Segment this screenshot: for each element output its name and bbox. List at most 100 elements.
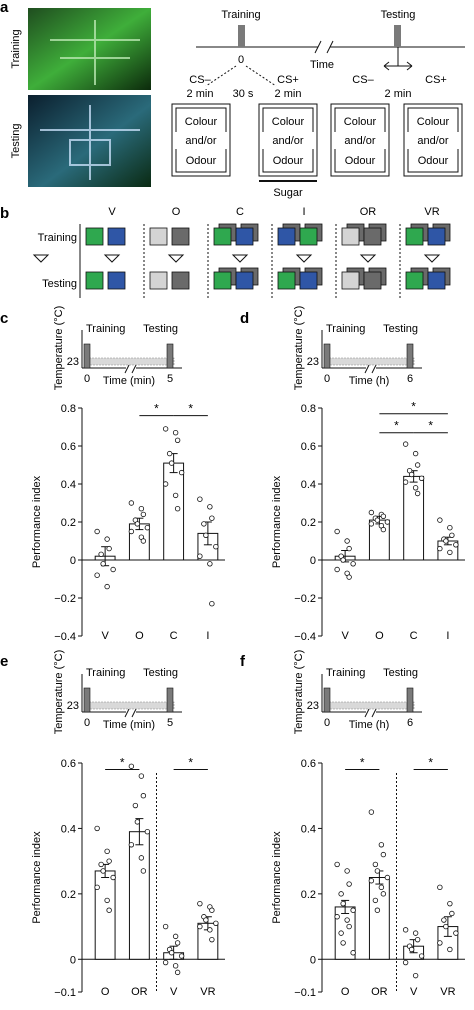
panel-letter-a: a (0, 0, 9, 16)
bar-or (368, 877, 390, 960)
cs-minus-label-training: CS– (189, 74, 211, 86)
baseline-temperature-band (325, 357, 415, 366)
data-point (334, 861, 340, 868)
x-tick-label-v: V (410, 986, 418, 998)
data-point (203, 532, 209, 538)
data-point (378, 842, 385, 848)
data-point (174, 437, 181, 443)
condition-column-i: I (271, 206, 323, 298)
y-tick-label: 0 (70, 954, 76, 966)
inset-xlabel: Time (h) (349, 375, 390, 387)
performance-chart: −0.4 −0.2 0 0.2 0.4 0.6 0.8 Performance index V O… (271, 400, 465, 643)
training-square-dark-grey (171, 227, 190, 246)
data-point (106, 907, 112, 913)
chart-panel-d: Training Testing 23 0 6 Time (h) Temperature (… (271, 306, 465, 643)
baseline-temperature-band (85, 357, 175, 366)
y-tick-label: 0.4 (61, 823, 76, 835)
data-point (94, 825, 100, 832)
stimulus-box-1: Colour and/or Odour (171, 103, 231, 177)
data-point (168, 460, 175, 466)
data-point (197, 923, 203, 930)
data-point (374, 868, 381, 874)
testing-square-green (213, 271, 232, 290)
box-label-colour: Colour (272, 116, 305, 128)
condition-label: VR (424, 206, 439, 218)
data-point (380, 891, 387, 897)
panel-letter-c: c (0, 310, 8, 327)
timeline-time-label: Time (310, 59, 334, 71)
data-point (106, 545, 112, 552)
data-point (412, 450, 419, 457)
x-tick-label-v: V (101, 630, 109, 642)
y-tick-label: 0.4 (301, 479, 316, 491)
x-tick-label-i: I (206, 630, 209, 642)
testing-square-blue (235, 271, 254, 290)
performance-chart: −0.1 0 0.2 0.4 0.6 Performance index O OR V VR * * (31, 756, 225, 999)
data-point (408, 946, 415, 953)
significance-star: * (188, 756, 193, 770)
x-tick-label-o: O (375, 630, 384, 642)
data-point (140, 868, 147, 874)
dashed-right (245, 65, 277, 87)
interval-label: 30 s (233, 88, 254, 100)
y-tick-label: 0.6 (301, 758, 316, 770)
data-point (197, 900, 203, 907)
box-label-andor: and/or (185, 135, 217, 147)
testing-pulse (406, 343, 414, 369)
data-point (380, 851, 387, 858)
y-tick-label: 0.4 (61, 479, 76, 491)
testing-duration: 2 min (385, 88, 412, 100)
y-tick-label: 0.6 (61, 758, 76, 770)
x-tick-label-c: C (410, 630, 418, 642)
training-to-testing-arrow (231, 254, 249, 263)
data-point (414, 462, 421, 468)
data-point (172, 492, 179, 499)
inset-xlabel: Time (h) (349, 719, 390, 731)
inset-xtick-label-start: 0 (84, 373, 90, 385)
inset-ylabel: Temperature (°C) (53, 650, 65, 734)
data-point (437, 940, 443, 946)
data-point (140, 538, 147, 544)
data-point (106, 858, 112, 864)
stimulus-box-2: Colour and/or Odour (258, 103, 318, 177)
colour-cue-outline (262, 107, 314, 132)
chart-panel-f: Training Testing 23 0 6 Time (h) Temperature (… (271, 650, 465, 999)
data-point (207, 927, 213, 933)
panel-letter-d: d (240, 310, 249, 327)
testing-square-blue (299, 271, 318, 290)
testing-square-light-grey (341, 271, 360, 290)
data-point (197, 496, 203, 502)
inset-ylabel: Temperature (°C) (293, 306, 305, 390)
data-point (437, 517, 443, 523)
data-point (110, 566, 116, 573)
stimulus-box-frame (330, 103, 390, 177)
data-point (437, 545, 443, 552)
timeline-testing-label: Testing (381, 9, 416, 21)
chart-panel-c: Training Testing 23 0 5 Time (min) Temperature… (31, 306, 225, 643)
x-tick-label-i: I (446, 630, 449, 642)
data-point (408, 471, 415, 478)
charts: Training Testing 23 0 5 Time (min) Temperature… (31, 306, 465, 999)
inset-training-label: Training (86, 667, 125, 679)
testing-square-dark-grey (363, 271, 382, 290)
data-point (209, 907, 215, 913)
inset-testing-label: Testing (143, 667, 178, 679)
training-square-green (85, 227, 104, 246)
stimulus-boxes: Colourand/orOdourColourand/orOdourColour… (171, 103, 463, 177)
data-point (350, 561, 356, 567)
inset-xtick-label-start: 0 (84, 717, 90, 729)
performance-chart: −0.4 −0.2 0 0.2 0.4 0.6 0.8 Performance index V O… (31, 402, 225, 643)
colour-cue-outline (407, 107, 459, 132)
data-point (412, 485, 419, 491)
row-label-testing: Testing (42, 278, 77, 290)
data-point (203, 917, 209, 923)
x-tick-label-or: OR (131, 986, 148, 998)
cs-minus-duration-training: 2 min (187, 88, 214, 100)
condition-label: OR (360, 206, 377, 218)
data-point (338, 930, 344, 936)
data-point (447, 900, 453, 907)
training-pulse (83, 687, 91, 713)
training-to-testing-arrow (359, 254, 377, 263)
y-tick-label: −0.4 (54, 631, 76, 643)
odour-cue-outline (175, 149, 227, 173)
